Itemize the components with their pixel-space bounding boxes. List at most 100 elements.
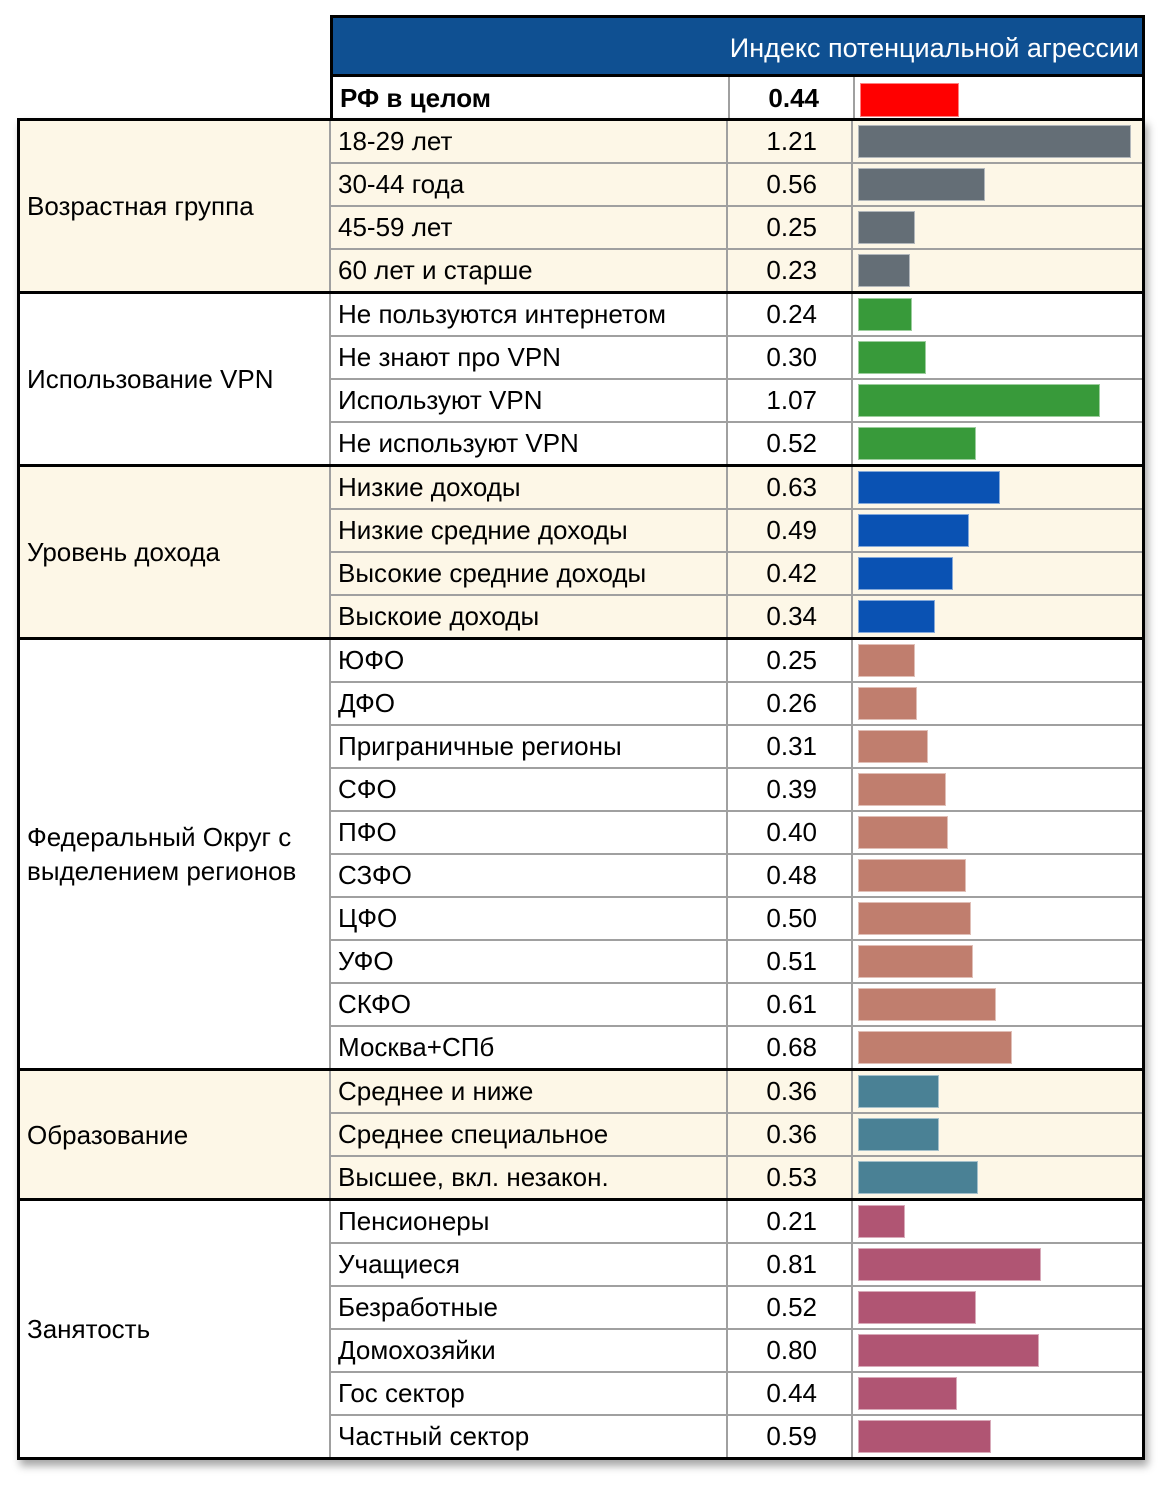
bar xyxy=(858,427,976,460)
group-rows: Низкие доходы 0.63 Низкие средние доходы 0.… xyxy=(331,467,1142,637)
table-row: Не знают про VPN 0.30 xyxy=(331,335,1142,378)
bar-cell xyxy=(853,164,1142,205)
row-value: 0.63 xyxy=(728,467,853,508)
total-bar xyxy=(860,83,960,117)
bar-cell xyxy=(853,1373,1142,1414)
bar xyxy=(858,1161,978,1194)
group-1: Использование VPN Не пользуются интернето… xyxy=(20,291,1142,464)
table-row: СЗФО 0.48 xyxy=(331,853,1142,896)
header-title: Индекс потенциальной агрессии xyxy=(729,33,1139,63)
table-row: Низкие доходы 0.63 xyxy=(331,467,1142,508)
bar-cell xyxy=(853,1330,1142,1371)
bar-cell xyxy=(853,1027,1142,1068)
bar-cell xyxy=(853,1287,1142,1328)
group-label: Федеральный Округ с выделением регионов xyxy=(20,640,331,1068)
bar xyxy=(858,1420,992,1453)
bar xyxy=(858,168,985,201)
table-row: ЮФО 0.25 xyxy=(331,640,1142,681)
row-label: ДФО xyxy=(331,683,728,724)
bar xyxy=(858,1334,1039,1367)
row-value: 0.50 xyxy=(728,898,853,939)
table-row: Выскоие доходы 0.34 xyxy=(331,594,1142,637)
table-row: ПФО 0.40 xyxy=(331,810,1142,853)
row-label: СФО xyxy=(331,769,728,810)
row-label: Учащиеся xyxy=(331,1244,728,1285)
table-row: Пенсионеры 0.21 xyxy=(331,1201,1142,1242)
table-row: 45-59 лет 0.25 xyxy=(331,205,1142,248)
row-value: 0.26 xyxy=(728,683,853,724)
table-row: Безработные 0.52 xyxy=(331,1285,1142,1328)
group-label: Возрастная группа xyxy=(20,121,331,291)
bar xyxy=(858,341,926,374)
row-value: 0.31 xyxy=(728,726,853,767)
bar-cell xyxy=(853,812,1142,853)
row-value: 0.51 xyxy=(728,941,853,982)
bar xyxy=(858,125,1132,158)
row-label: Высокие средние доходы xyxy=(331,553,728,594)
bar xyxy=(858,1031,1012,1064)
group-rows: Пенсионеры 0.21 Учащиеся 0.81 Безработные 0.5… xyxy=(331,1201,1142,1457)
bar-cell xyxy=(853,596,1142,637)
row-label: 18-29 лет xyxy=(331,121,728,162)
bar-cell xyxy=(853,726,1142,767)
bar-cell xyxy=(853,250,1142,291)
row-label: Частный сектор xyxy=(331,1416,728,1457)
group-label: Занятость xyxy=(20,1201,331,1457)
row-value: 0.53 xyxy=(728,1157,853,1198)
table-row: Высшее, вкл. незакон. 0.53 xyxy=(331,1155,1142,1198)
total-value: 0.44 xyxy=(730,77,855,120)
row-label: Низкие средние доходы xyxy=(331,510,728,551)
bar-cell xyxy=(853,640,1142,681)
group-5: Занятость Пенсионеры 0.21 Учащиеся 0.81 Безра… xyxy=(20,1198,1142,1457)
row-value: 0.61 xyxy=(728,984,853,1025)
table-row: Учащиеся 0.81 xyxy=(331,1242,1142,1285)
row-label: Используют VPN xyxy=(331,380,728,421)
group-rows: 18-29 лет 1.21 30-44 года 0.56 45-59 лет 0.25… xyxy=(331,121,1142,291)
bar-cell xyxy=(853,1416,1142,1457)
row-label: Приграничные регионы xyxy=(331,726,728,767)
bar-cell xyxy=(853,855,1142,896)
table-row: СКФО 0.61 xyxy=(331,982,1142,1025)
row-label: Гос сектор xyxy=(331,1373,728,1414)
row-label: Не знают про VPN xyxy=(331,337,728,378)
row-value: 0.81 xyxy=(728,1244,853,1285)
row-label: Высшее, вкл. незакон. xyxy=(331,1157,728,1198)
bar xyxy=(858,859,967,892)
bar xyxy=(858,211,915,244)
table-row: Низкие средние доходы 0.49 xyxy=(331,508,1142,551)
row-value: 0.59 xyxy=(728,1416,853,1457)
row-value: 0.42 xyxy=(728,553,853,594)
total-label: РФ в целом xyxy=(333,77,730,120)
bar-cell xyxy=(853,941,1142,982)
row-value: 0.36 xyxy=(728,1114,853,1155)
row-value: 0.48 xyxy=(728,855,853,896)
bar xyxy=(858,988,996,1021)
bar-cell xyxy=(853,984,1142,1025)
row-value: 0.40 xyxy=(728,812,853,853)
row-label: ЦФО xyxy=(331,898,728,939)
bar xyxy=(858,902,971,935)
bar xyxy=(858,557,953,590)
bar xyxy=(858,1118,940,1151)
row-label: СКФО xyxy=(331,984,728,1025)
group-rows: Среднее и ниже 0.36 Среднее специальное 0.3… xyxy=(331,1071,1142,1198)
row-value: 0.25 xyxy=(728,640,853,681)
row-label: Москва+СПб xyxy=(331,1027,728,1068)
table-row: Высокие средние доходы 0.42 xyxy=(331,551,1142,594)
bar xyxy=(858,514,969,547)
index-table: Возрастная группа 18-29 лет 1.21 30-44 года… xyxy=(17,118,1145,1460)
table-row: Москва+СПб 0.68 xyxy=(331,1025,1142,1068)
table-row: УФО 0.51 xyxy=(331,939,1142,982)
table-row: Гос сектор 0.44 xyxy=(331,1371,1142,1414)
bar-cell xyxy=(853,683,1142,724)
row-value: 0.80 xyxy=(728,1330,853,1371)
bar-cell xyxy=(853,553,1142,594)
table-row: Домохозяйки 0.80 xyxy=(331,1328,1142,1371)
bar xyxy=(858,471,1001,504)
bar xyxy=(858,773,947,806)
row-label: Не пользуются интернетом xyxy=(331,294,728,335)
total-bar-cell xyxy=(855,77,1142,120)
row-label: Среднее специальное xyxy=(331,1114,728,1155)
row-label: Низкие доходы xyxy=(331,467,728,508)
group-rows: Не пользуются интернетом 0.24 Не знают про… xyxy=(331,294,1142,464)
